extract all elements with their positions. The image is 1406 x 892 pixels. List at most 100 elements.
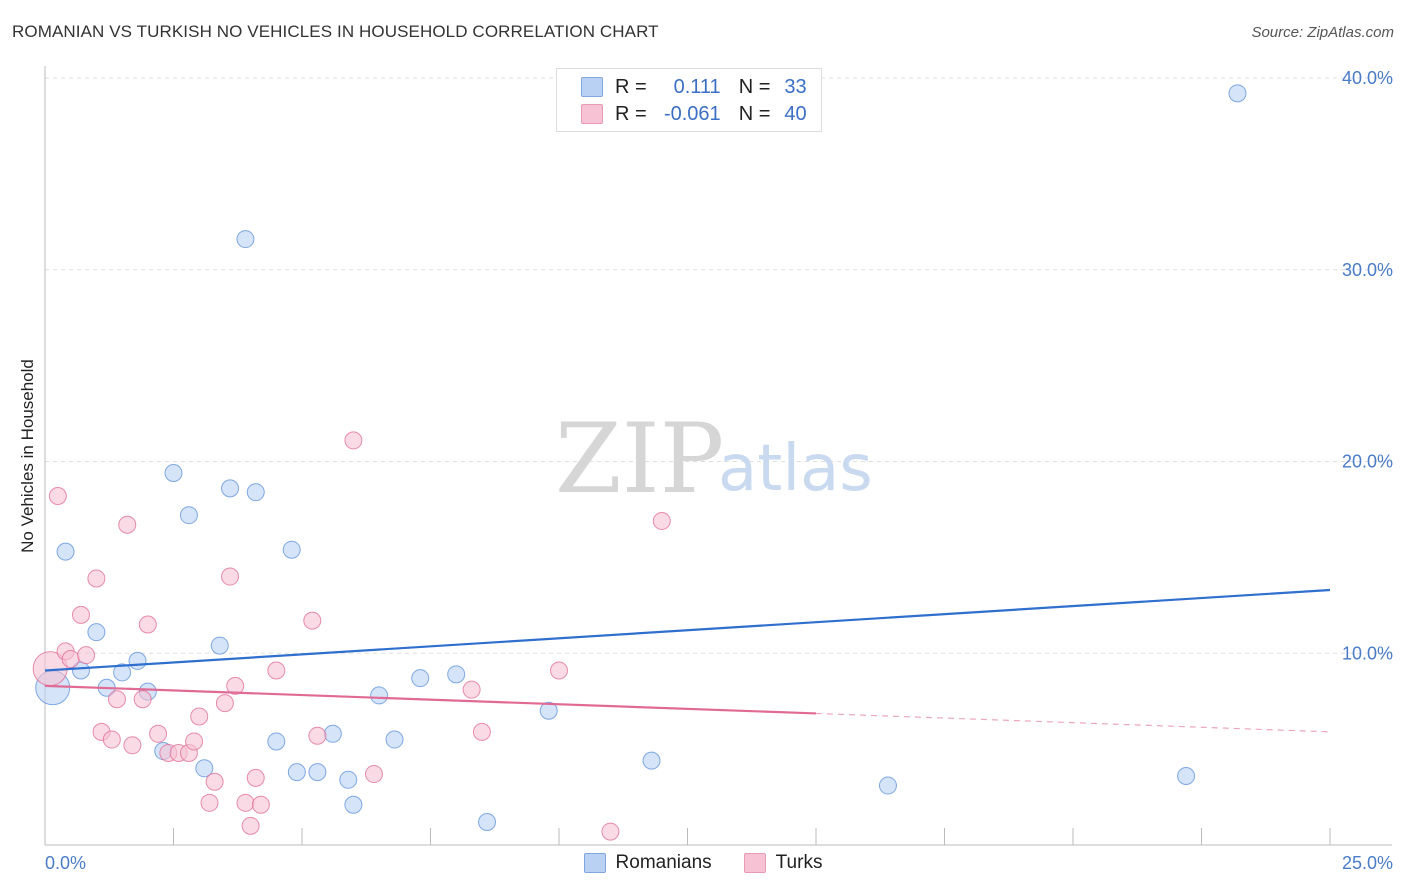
data-point-turks [149, 724, 168, 743]
tick-labels: 10.0% 20.0% 30.0% 40.0% 0.0% 25.0% [45, 68, 1393, 873]
legend-row-romanians: R = 0.111 N = 33 [581, 75, 807, 99]
data-point-romanians [128, 651, 147, 670]
series-legend-turks: Turks [743, 852, 823, 874]
data-point-romanians [267, 732, 286, 751]
data-point-romanians [1177, 766, 1196, 785]
data-point-romanians [246, 483, 265, 502]
data-point-turks [236, 793, 255, 812]
data-point-romanians [411, 669, 430, 688]
data-point-romanians [282, 540, 301, 559]
data-point-romanians [221, 479, 240, 498]
series-legend: Romanians Turks [0, 852, 1406, 874]
data-point-romanians [56, 542, 75, 561]
data-point-romanians [1228, 84, 1247, 103]
data-point-turks [138, 615, 157, 634]
y-tick-label: 20.0% [1342, 452, 1393, 472]
data-point-romanians [539, 701, 558, 720]
data-point-turks [308, 726, 327, 745]
series-swatch-turks [743, 853, 766, 873]
data-point-romanians [87, 623, 106, 642]
y-tick-label: 10.0% [1342, 643, 1393, 663]
data-point-turks [472, 722, 491, 741]
legend-r-label: R = [615, 102, 647, 125]
data-point-romanians [878, 776, 897, 795]
data-point-turks [550, 661, 568, 680]
data-point-turks [303, 611, 322, 630]
data-point-turks [190, 707, 209, 726]
series-label-romanians: Romanians [615, 852, 712, 873]
data-point-romanians [344, 795, 363, 814]
chart-source: Source: ZipAtlas.com [1251, 24, 1394, 41]
data-point-turks [71, 605, 90, 624]
data-point-romanians [195, 759, 214, 778]
data-point-romanians [179, 506, 198, 525]
trend-line-turks [44, 684, 817, 715]
data-point-romanians [308, 763, 327, 782]
data-point-romanians [385, 730, 404, 749]
legend-n-value-turks: 40 [784, 102, 807, 125]
data-point-turks [205, 772, 224, 791]
correlation-legend: R = 0.111 N = 33 R = -0.061 N = 40 [556, 68, 822, 132]
data-point-turks [226, 676, 245, 695]
watermark-zip: ZIP [555, 403, 724, 515]
data-point-romanians [339, 770, 358, 789]
legend-swatch-romanians [581, 77, 603, 97]
trend-line-extension-turks [815, 712, 1331, 733]
data-point-turks [102, 730, 121, 749]
legend-r-value-turks: -0.061 [663, 102, 721, 125]
x-tick-label: 0.0% [45, 853, 86, 873]
data-point-turks [241, 816, 260, 835]
legend-n-label: N = [738, 102, 771, 125]
series-legend-romanians: Romanians [583, 852, 712, 874]
y-tick-label: 40.0% [1342, 68, 1393, 88]
data-point-turks [601, 822, 620, 841]
data-point-turks [87, 569, 106, 588]
data-point-turks [133, 690, 152, 709]
data-point-romanians [323, 724, 342, 743]
data-point-turks [123, 736, 142, 755]
data-point-romanians [210, 636, 229, 655]
axis-layer [44, 66, 1392, 846]
data-point-romanians [370, 686, 389, 705]
data-point-romanians [113, 663, 132, 682]
data-point-turks [118, 515, 137, 534]
legend-swatch-turks [581, 104, 603, 124]
data-point-turks [200, 793, 219, 812]
data-point-turks [462, 680, 481, 699]
chart-title: ROMANIAN VS TURKISH NO VEHICLES IN HOUSE… [12, 22, 659, 41]
watermark-atlas: atlas [718, 432, 873, 506]
data-point-turks [107, 690, 126, 709]
data-point-turks [364, 765, 383, 784]
x-tick-label: 25.0% [1342, 853, 1393, 873]
y-tick-label: 30.0% [1342, 260, 1393, 280]
data-point-romanians [164, 464, 183, 483]
data-point-turks [185, 732, 204, 751]
trend-layer [44, 588, 1331, 733]
data-point-turks [652, 511, 671, 530]
data-point-turks [251, 795, 270, 814]
data-point-turks [267, 661, 286, 680]
data-point-turks [61, 650, 80, 669]
data-point-turks [246, 768, 265, 787]
series-label-turks: Turks [775, 852, 823, 873]
data-point-turks [215, 694, 234, 713]
legend-r-label: R = [615, 75, 647, 98]
legend-n-value-romanians: 33 [784, 75, 807, 98]
data-point-romanians [447, 665, 466, 684]
data-point-romanians [236, 230, 255, 249]
legend-r-value-romanians: 0.111 [673, 75, 721, 98]
data-point-turks [77, 646, 96, 665]
watermark: ZIP atlas [555, 403, 873, 515]
trend-line-romanians [44, 588, 1331, 672]
data-point-romanians [642, 751, 661, 770]
data-point-turks [221, 567, 240, 586]
data-point-turks [48, 487, 67, 506]
data-point-romanians [287, 763, 306, 782]
series-swatch-romanians [583, 853, 606, 873]
legend-row-turks: R = -0.061 N = 40 [581, 102, 807, 126]
legend-n-label: N = [738, 75, 771, 98]
data-point-turks [344, 431, 363, 450]
data-point-romanians [478, 812, 497, 831]
grid-layer [45, 77, 1392, 654]
